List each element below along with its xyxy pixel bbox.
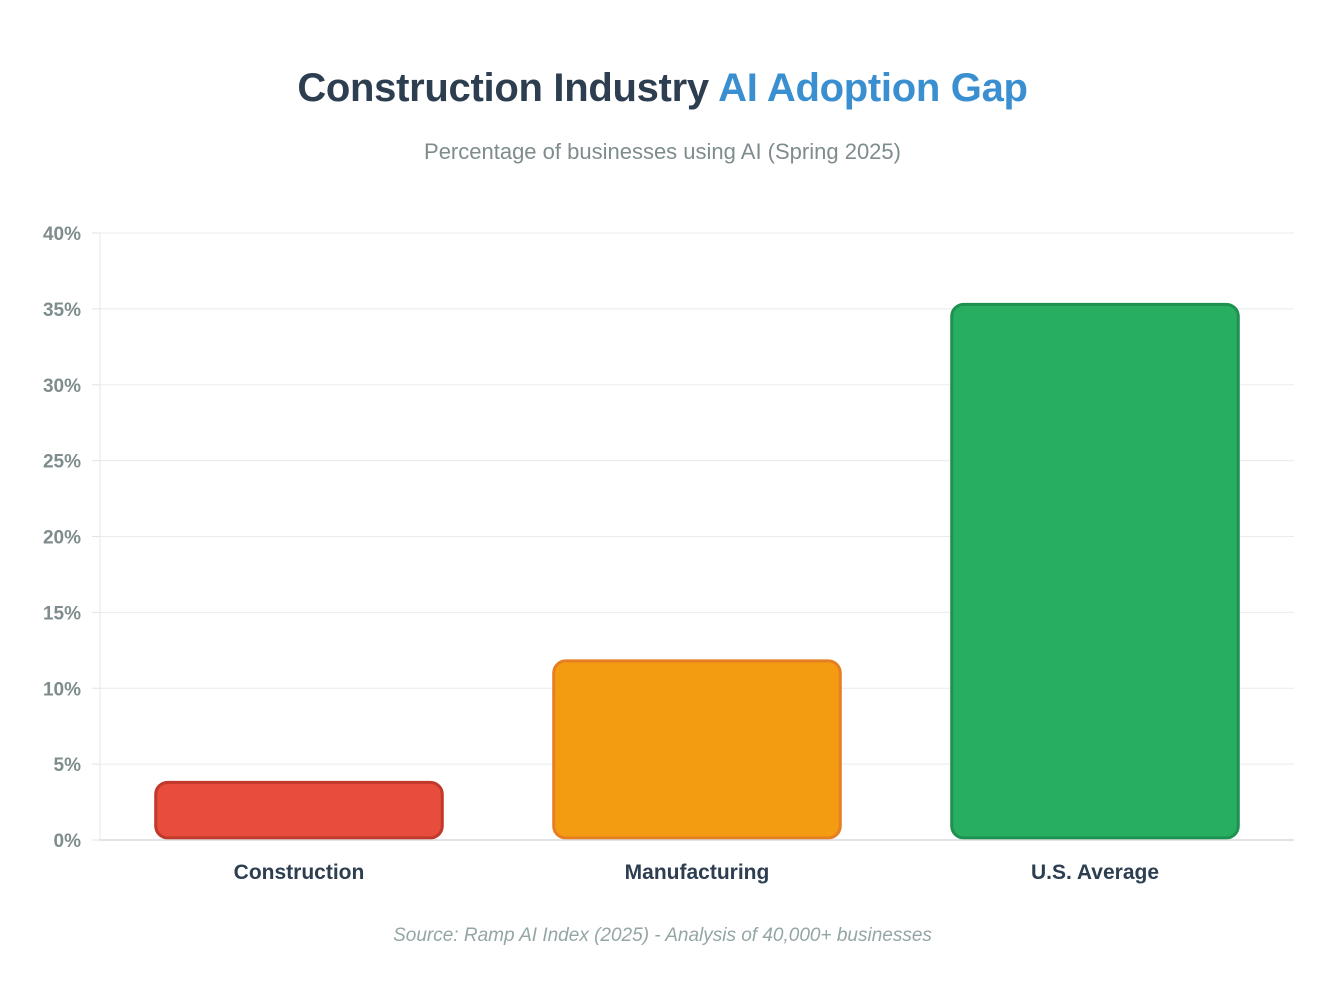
y-tick-label: 40% — [43, 224, 81, 245]
x-category-label: U.S. Average — [1031, 861, 1159, 884]
y-axis-ticks: 0% 5% 10% 15% 20% 25% 30% 35% 40% — [43, 224, 100, 852]
y-tick-label: 30% — [43, 376, 81, 397]
bars — [154, 302, 1240, 840]
bar-u-s-average — [950, 302, 1240, 840]
bar-manufacturing — [552, 659, 842, 840]
x-category-label: Manufacturing — [625, 861, 770, 884]
bar-construction — [154, 780, 444, 840]
x-axis-labels: Construction Manufacturing U.S. Average — [234, 861, 1159, 884]
chart-source: Source: Ramp AI Index (2025) - Analysis … — [393, 925, 932, 946]
chart-title: Construction Industry AI Adoption Gap — [0, 66, 1325, 111]
chart-title-accent: AI Adoption Gap — [718, 66, 1028, 110]
chart-subtitle: Percentage of businesses using AI (Sprin… — [424, 139, 901, 164]
y-tick-label: 5% — [54, 755, 82, 776]
y-tick-label: 15% — [43, 603, 81, 624]
y-tick-label: 35% — [43, 300, 81, 321]
y-tick-label: 10% — [43, 679, 81, 700]
y-tick-label: 0% — [54, 831, 82, 852]
y-tick-label: 20% — [43, 528, 81, 549]
x-category-label: Construction — [234, 861, 365, 884]
chart-title-main: Construction Industry — [297, 66, 709, 110]
y-tick-label: 25% — [43, 452, 81, 473]
